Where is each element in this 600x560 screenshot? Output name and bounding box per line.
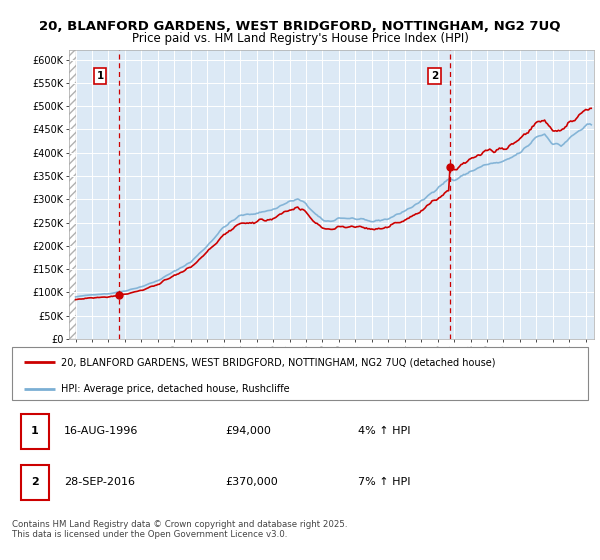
Text: £94,000: £94,000 [225,426,271,436]
Text: 28-SEP-2016: 28-SEP-2016 [64,477,135,487]
Text: 16-AUG-1996: 16-AUG-1996 [64,426,138,436]
Text: 20, BLANFORD GARDENS, WEST BRIDGFORD, NOTTINGHAM, NG2 7UQ (detached house): 20, BLANFORD GARDENS, WEST BRIDGFORD, NO… [61,357,496,367]
FancyBboxPatch shape [12,347,588,400]
FancyBboxPatch shape [20,465,49,500]
Text: HPI: Average price, detached house, Rushcliffe: HPI: Average price, detached house, Rush… [61,384,290,394]
Text: 1: 1 [97,71,104,81]
Text: Price paid vs. HM Land Registry's House Price Index (HPI): Price paid vs. HM Land Registry's House … [131,32,469,45]
Text: 20, BLANFORD GARDENS, WEST BRIDGFORD, NOTTINGHAM, NG2 7UQ: 20, BLANFORD GARDENS, WEST BRIDGFORD, NO… [39,20,561,33]
Text: 4% ↑ HPI: 4% ↑ HPI [358,426,410,436]
FancyBboxPatch shape [20,414,49,449]
Text: Contains HM Land Registry data © Crown copyright and database right 2025.
This d: Contains HM Land Registry data © Crown c… [12,520,347,539]
Text: 7% ↑ HPI: 7% ↑ HPI [358,477,410,487]
Text: 1: 1 [31,426,39,436]
Text: 2: 2 [431,71,438,81]
Text: 2: 2 [31,477,39,487]
Text: £370,000: £370,000 [225,477,278,487]
